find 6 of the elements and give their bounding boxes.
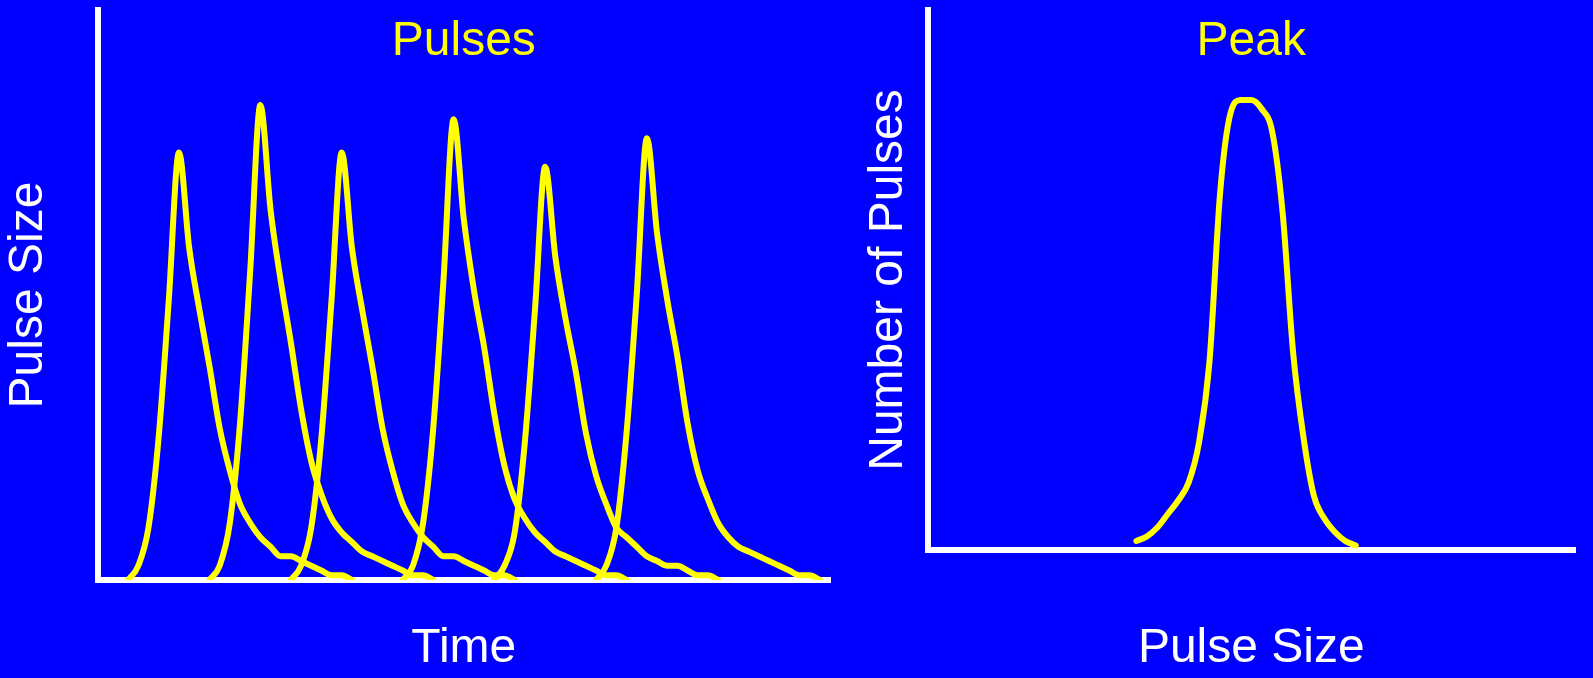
y-axis-title: Number of Pulses — [859, 89, 913, 471]
x-axis-title: Time — [411, 619, 517, 673]
chart-title: Peak — [1196, 12, 1307, 66]
x-axis-title: Pulse Size — [1137, 619, 1365, 673]
y-axis-title: Pulse Size — [0, 181, 53, 409]
chart-title: Pulses — [391, 12, 536, 66]
